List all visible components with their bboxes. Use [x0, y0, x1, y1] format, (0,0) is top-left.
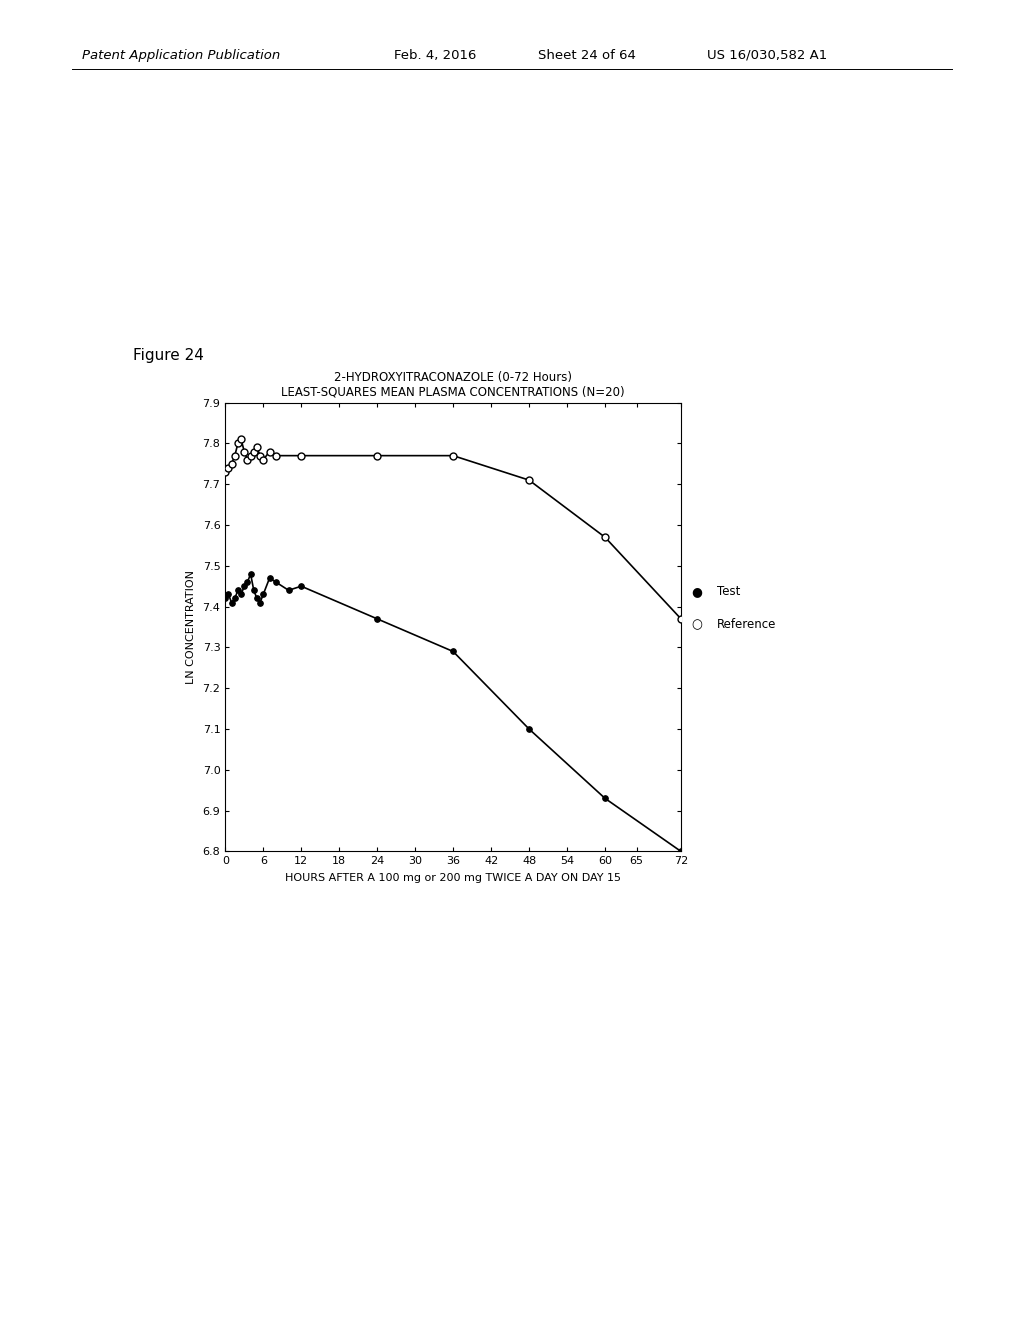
- Text: Figure 24: Figure 24: [133, 348, 204, 363]
- Y-axis label: LN CONCENTRATION: LN CONCENTRATION: [185, 570, 196, 684]
- Text: Patent Application Publication: Patent Application Publication: [82, 49, 281, 62]
- Text: US 16/030,582 A1: US 16/030,582 A1: [707, 49, 826, 62]
- Text: Test: Test: [717, 585, 740, 598]
- Text: ○: ○: [691, 618, 702, 631]
- Text: ●: ●: [691, 585, 702, 598]
- Text: Reference: Reference: [717, 618, 776, 631]
- X-axis label: HOURS AFTER A 100 mg or 200 mg TWICE A DAY ON DAY 15: HOURS AFTER A 100 mg or 200 mg TWICE A D…: [285, 874, 622, 883]
- Text: Feb. 4, 2016: Feb. 4, 2016: [394, 49, 476, 62]
- Text: Sheet 24 of 64: Sheet 24 of 64: [538, 49, 636, 62]
- Title: 2-HYDROXYITRACONAZOLE (0-72 Hours)
LEAST-SQUARES MEAN PLASMA CONCENTRATIONS (N=2: 2-HYDROXYITRACONAZOLE (0-72 Hours) LEAST…: [282, 371, 625, 399]
